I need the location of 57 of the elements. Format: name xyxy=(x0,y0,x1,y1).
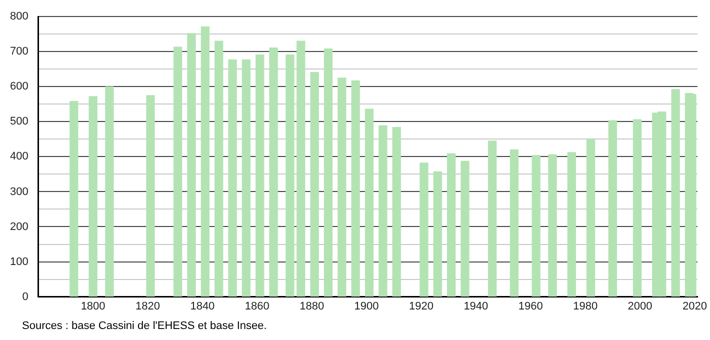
x-tick-label: 1900 xyxy=(354,300,379,312)
bar xyxy=(446,153,456,297)
bar xyxy=(608,120,617,297)
y-tick-label: 0 xyxy=(22,290,28,303)
x-tick-label: 1960 xyxy=(518,300,543,312)
bar xyxy=(488,140,497,297)
bar xyxy=(286,54,294,297)
y-tick-label: 500 xyxy=(10,116,28,128)
x-tick-label: 1920 xyxy=(408,300,434,312)
source-note: Sources : base Cassini de l'EHESS et base Insee. xyxy=(22,320,267,332)
y-tick-label: 800 xyxy=(10,10,28,23)
y-tick-label: 400 xyxy=(10,150,28,163)
bar xyxy=(200,26,210,297)
bar xyxy=(586,138,596,297)
x-tick-label: 1980 xyxy=(573,300,598,312)
bar xyxy=(187,33,196,297)
bar xyxy=(510,149,519,297)
bar xyxy=(256,54,264,297)
bar xyxy=(567,152,576,297)
bar xyxy=(548,154,557,297)
bar xyxy=(70,101,78,297)
bar xyxy=(671,89,680,297)
x-tick-label: 1800 xyxy=(80,300,106,312)
bar xyxy=(324,48,333,297)
bar xyxy=(392,126,401,297)
x-tick-label: 2000 xyxy=(628,300,652,312)
bar xyxy=(296,40,306,297)
x-tick-label: 1880 xyxy=(300,300,324,312)
y-tick-label: 700 xyxy=(10,46,28,58)
bar xyxy=(174,46,182,297)
bar xyxy=(146,95,155,297)
bar xyxy=(351,80,360,297)
y-tick-label: 200 xyxy=(10,220,28,233)
bar xyxy=(364,108,374,297)
bar xyxy=(338,78,346,297)
y-tick-label: 100 xyxy=(10,256,28,268)
bar xyxy=(242,59,251,297)
bar xyxy=(433,171,442,297)
bar xyxy=(632,119,642,297)
bar xyxy=(88,96,98,297)
bar xyxy=(310,72,319,297)
bar xyxy=(214,40,224,297)
bar xyxy=(228,59,237,297)
bar xyxy=(105,86,114,297)
bar xyxy=(460,160,470,297)
y-tick-label: 300 xyxy=(10,186,28,198)
bar xyxy=(532,154,540,297)
x-tick-label: 1860 xyxy=(244,300,270,312)
y-tick-label: 600 xyxy=(10,80,28,93)
bar xyxy=(378,125,388,297)
bar xyxy=(688,94,696,297)
bar xyxy=(420,162,428,297)
x-tick-label: 2020 xyxy=(682,300,707,312)
x-tick-label: 1940 xyxy=(464,300,488,312)
x-tick-label: 1820 xyxy=(136,300,160,312)
bar xyxy=(269,47,278,297)
x-tick-label: 1840 xyxy=(190,300,215,312)
